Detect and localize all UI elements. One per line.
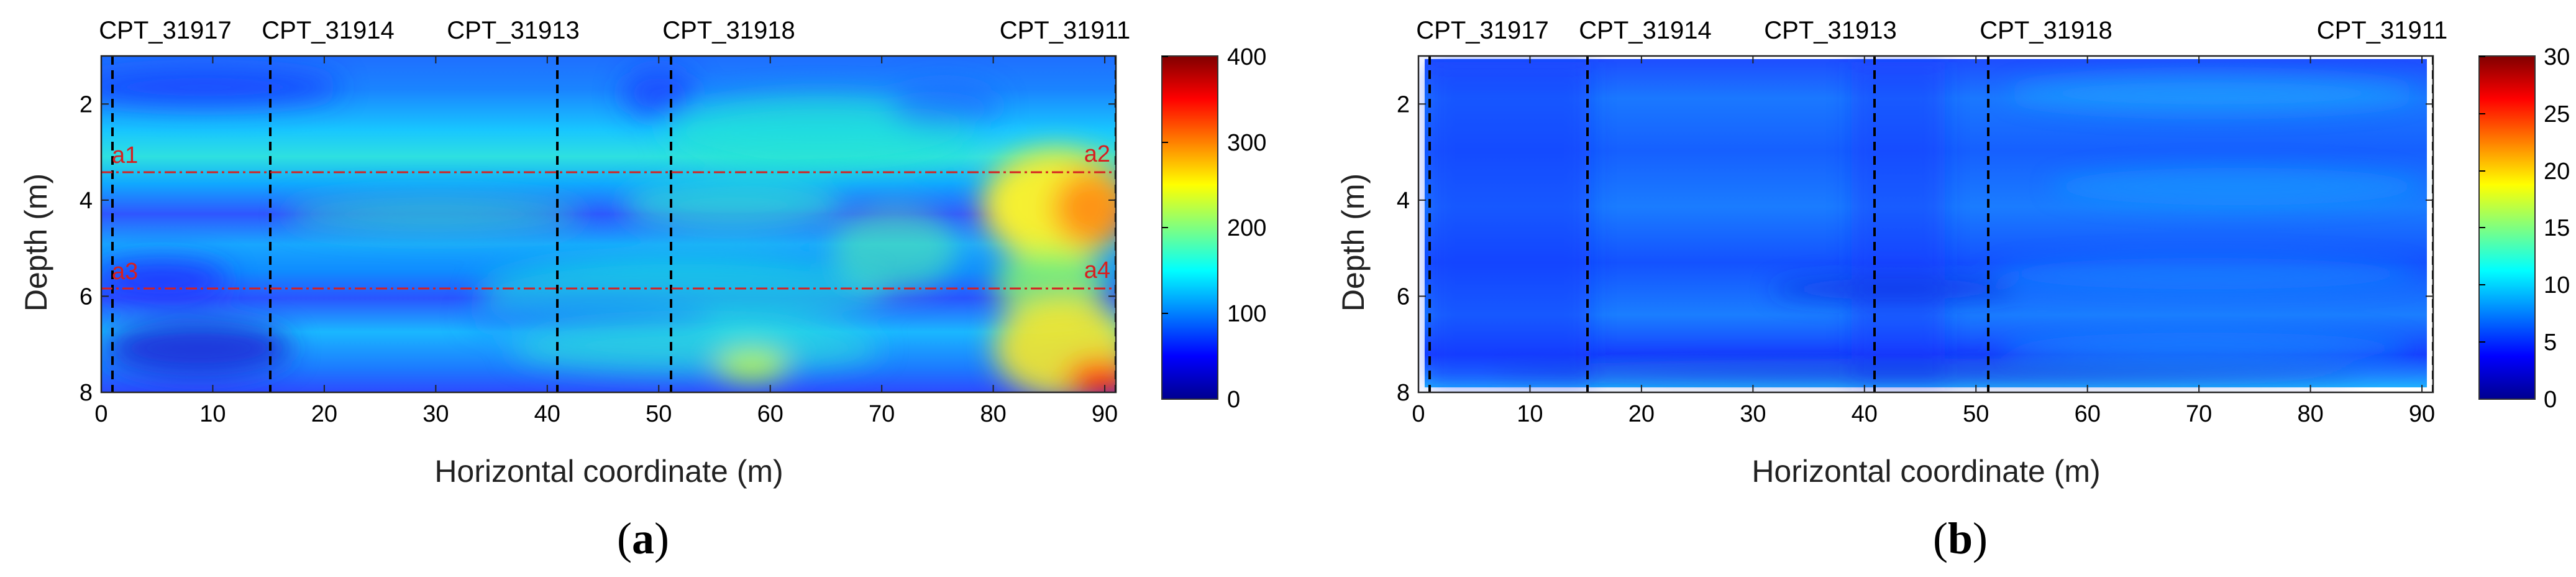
y-axis-label: Depth (m): [1336, 173, 1371, 312]
x-tick-label: 80: [2297, 401, 2323, 427]
axes-box-a: [100, 55, 1117, 394]
colorbar-tick-label: 10: [2544, 272, 2570, 298]
cpt-lines-b: [1428, 56, 2433, 392]
colorbar-b: [2478, 55, 2536, 400]
axis-ticks-a: 0 10 20 30 40 50 60 70 80 90 2 4 6 8: [80, 56, 1118, 427]
cpt-label: CPT_31917: [1416, 17, 1548, 44]
cpt-label: CPT_31913: [1764, 17, 1896, 44]
x-tick-label: 20: [311, 401, 337, 427]
x-tick-label: 80: [980, 401, 1006, 427]
heatmap-b: [1418, 56, 2433, 392]
y-tick-label: 2: [1397, 91, 1410, 118]
colorbar-tick-label: 100: [1227, 301, 1266, 327]
x-tick-label: 60: [757, 401, 783, 427]
x-axis-label: Horizontal coordinate (m): [434, 454, 783, 489]
cpt-label: CPT_31918: [662, 17, 795, 44]
panel-b: CPT_31917 CPT_31914 CPT_31913 CPT_31918 …: [1336, 17, 2570, 563]
colorbar-tick-label: 300: [1227, 130, 1266, 156]
panel-a: CPT_31917 CPT_31914 CPT_31913 CPT_31918 …: [19, 17, 1266, 563]
colorbar-tick-label: 25: [2544, 101, 2570, 127]
colorbar-tick-label: 200: [1227, 215, 1266, 241]
colorbar-tick-label: 400: [1227, 44, 1266, 70]
x-tick-label: 20: [1628, 401, 1655, 427]
panel-label-b: (b): [1933, 514, 1988, 563]
cpt-labels-a: CPT_31917 CPT_31914 CPT_31913 CPT_31918 …: [99, 17, 1130, 44]
colorbar-tick-label: 0: [1227, 387, 1240, 413]
x-tick-label: 40: [1852, 401, 1878, 427]
axes-box-b: [1417, 55, 2434, 394]
colorbar-ticks-a: 400 300 200 100 0: [1162, 44, 1266, 413]
annotation-label: a2: [1084, 141, 1110, 167]
colorbar-tick-label: 20: [2544, 159, 2570, 185]
x-tick-label: 90: [2409, 401, 2435, 427]
x-tick-label: 10: [1517, 401, 1543, 427]
x-tick-label: 0: [94, 401, 107, 427]
x-tick-label: 50: [646, 401, 672, 427]
cpt-labels-b: CPT_31917 CPT_31914 CPT_31913 CPT_31918 …: [1416, 17, 2447, 44]
cpt-label: CPT_31914: [1579, 17, 1711, 44]
x-tick-label: 0: [1412, 401, 1425, 427]
cpt-label: CPT_31911: [1000, 17, 1131, 44]
x-tick-label: 40: [534, 401, 560, 427]
y-tick-label: 6: [1397, 284, 1410, 310]
y-axis-label: Depth (m): [19, 173, 53, 312]
x-tick-label: 50: [1963, 401, 1989, 427]
cpt-label: CPT_31914: [262, 17, 394, 44]
colorbar-tick-label: 30: [2544, 44, 2570, 70]
cpt-lines-a: [111, 56, 1116, 392]
x-tick-label: 30: [1740, 401, 1766, 427]
axis-ticks-b: 0 10 20 30 40 50 60 70 80 90 2 4 6 8: [1397, 56, 2435, 427]
y-tick-label: 8: [1397, 380, 1410, 406]
annotation-label: a3: [112, 259, 138, 285]
x-tick-label: 70: [869, 401, 895, 427]
x-axis-label: Horizontal coordinate (m): [1752, 454, 2100, 489]
cpt-label: CPT_31917: [99, 17, 231, 44]
x-tick-label: 10: [199, 401, 226, 427]
annotation-label: a4: [1084, 257, 1110, 284]
y-tick-label: 6: [80, 284, 93, 310]
y-tick-label: 2: [80, 91, 93, 118]
x-tick-label: 70: [2186, 401, 2212, 427]
panel-label-a: (a): [617, 514, 669, 563]
colorbar-tick-label: 0: [2544, 387, 2557, 413]
colorbar-a: [1161, 55, 1218, 400]
y-tick-label: 8: [80, 380, 93, 406]
colorbar-tick-label: 15: [2544, 215, 2570, 241]
x-tick-label: 90: [1092, 401, 1118, 427]
cpt-label: CPT_31911: [2317, 17, 2448, 44]
x-tick-label: 30: [422, 401, 449, 427]
cpt-label: CPT_31918: [1980, 17, 2112, 44]
y-tick-label: 4: [1397, 188, 1410, 214]
y-tick-label: 4: [80, 188, 93, 214]
heatmap-a: [101, 56, 1116, 392]
x-tick-label: 60: [2075, 401, 2101, 427]
annotation-label: a1: [112, 142, 138, 168]
colorbar-ticks-b: 30 25 20 15 10 5 0: [2479, 44, 2570, 413]
cpt-label: CPT_31913: [447, 17, 579, 44]
section-lines-a: [101, 171, 1116, 290]
colorbar-tick-label: 5: [2544, 330, 2557, 356]
